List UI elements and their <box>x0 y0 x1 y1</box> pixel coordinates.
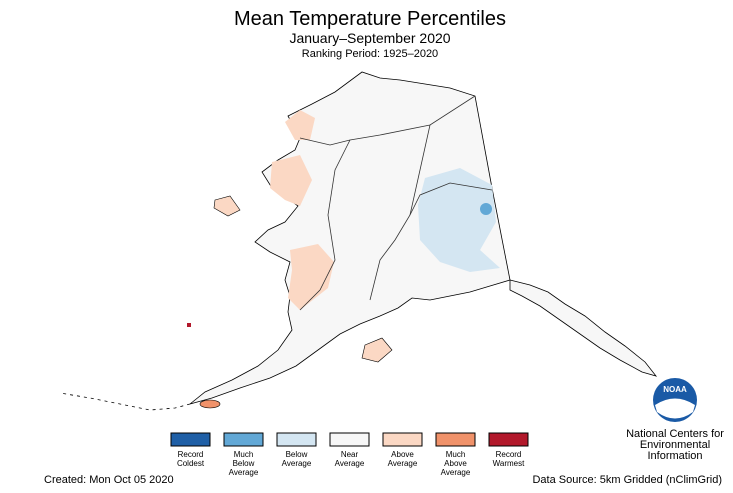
legend-label: Below <box>286 450 308 459</box>
much-below-area <box>480 203 492 215</box>
legend-label: Average <box>388 459 418 468</box>
panhandle <box>509 279 658 377</box>
logo-line: Environmental <box>640 439 710 451</box>
logo-line: National Centers for <box>626 428 724 440</box>
above-area <box>285 110 315 140</box>
above-area <box>288 244 334 310</box>
island <box>199 399 221 409</box>
logo-wave <box>655 398 695 419</box>
legend-label: Below <box>233 459 255 468</box>
legend-label: Record <box>178 450 204 459</box>
legend-swatch <box>382 432 423 447</box>
legend-label: Near <box>341 450 359 459</box>
legend-swatch <box>329 432 370 447</box>
legend-label: Coldest <box>177 459 205 468</box>
division-line <box>369 124 431 301</box>
legend-label: Much <box>234 450 254 459</box>
logo-line: Information <box>647 450 702 462</box>
legend-swatch <box>488 432 529 447</box>
legend-label: Average <box>282 459 312 468</box>
legend-label: Warmest <box>493 459 525 468</box>
data-source: Data Source: 5km Gridded (nClimGrid) <box>532 474 722 486</box>
legend: RecordColdestMuchBelowAverageBelowAverag… <box>170 432 529 477</box>
ranking-period: Ranking Period: 1925–2020 <box>302 48 438 60</box>
kodiak <box>361 337 393 363</box>
legend-label: Average <box>335 459 365 468</box>
legend-label: Record <box>496 450 522 459</box>
island <box>213 195 241 217</box>
legend-swatch <box>170 432 211 447</box>
below-area <box>418 168 500 272</box>
logo-text: National Centers forEnvironmentalInforma… <box>626 428 724 462</box>
legend-label: Above <box>391 450 414 459</box>
division-line <box>299 95 476 146</box>
noaa-logo: NOAA <box>653 378 697 422</box>
division-line <box>409 182 493 216</box>
legend-swatch <box>276 432 317 447</box>
aleutians <box>59 392 191 411</box>
division-line <box>299 139 351 311</box>
legend-swatch <box>223 432 264 447</box>
island <box>187 323 191 327</box>
legend-label: Average <box>441 468 471 477</box>
legend-label: Above <box>444 459 467 468</box>
legend-swatch <box>435 432 476 447</box>
mainland <box>189 71 511 405</box>
above-area <box>270 155 312 206</box>
legend-label: Average <box>229 468 259 477</box>
created: Created: Mon Oct 05 2020 <box>44 474 174 486</box>
subtitle: January–September 2020 <box>289 30 450 46</box>
map <box>59 71 658 411</box>
legend-label: Much <box>446 450 466 459</box>
logo-mark: NOAA <box>663 385 687 394</box>
title: Mean Temperature Percentiles <box>234 8 506 30</box>
